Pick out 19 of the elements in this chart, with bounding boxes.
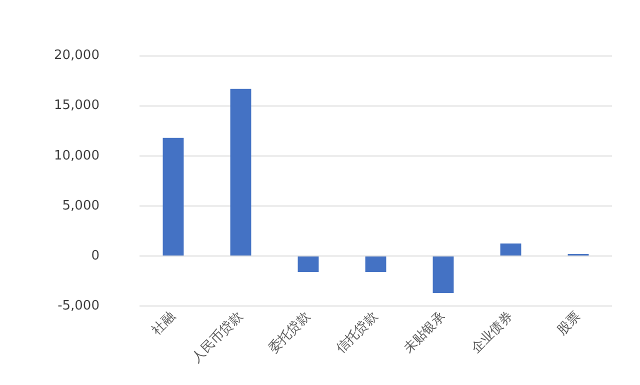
x-tick-label: 信托贷款 [334, 309, 381, 357]
bar [162, 138, 184, 256]
bar [500, 243, 522, 256]
y-tick-label: 20,000 [54, 48, 100, 64]
bar [365, 256, 386, 272]
y-tick-label: -5,000 [58, 298, 100, 314]
bar [298, 256, 319, 272]
x-tick-label: 委托贷款 [266, 309, 314, 357]
y-tick-label: 10,000 [54, 148, 100, 164]
x-tick-label: 人民币贷款 [189, 309, 246, 366]
x-tick-label: 股票 [554, 309, 584, 338]
bar [432, 256, 454, 293]
y-tick-label: 5,000 [62, 198, 100, 214]
x-tick-label: 企业债券 [468, 309, 516, 357]
bar [230, 88, 252, 256]
x-tick-label: 未贴银承 [401, 309, 448, 357]
x-tick-label: 社融 [149, 309, 178, 338]
y-tick-label: 0 [91, 248, 100, 264]
y-tick-label: 15,000 [54, 98, 100, 114]
